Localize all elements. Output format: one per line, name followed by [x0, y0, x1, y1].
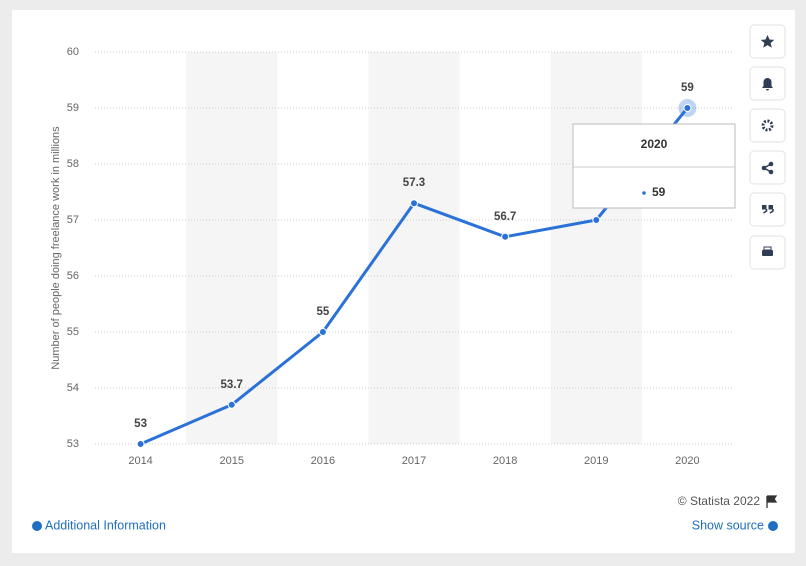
data-label: 59 [681, 82, 694, 94]
source-icon[interactable] [768, 521, 778, 531]
plot: 53 54 55 56 57 58 59 60 2014 2015 2016 2017 2018 2019… [67, 46, 733, 467]
tooltip-value: 59 [652, 185, 666, 199]
x-tick-label: 2015 [219, 455, 243, 467]
data-label: 55 [316, 306, 329, 318]
tooltip-dot [642, 191, 646, 195]
data-point [318, 328, 327, 336]
favorite-button[interactable] [749, 24, 786, 59]
additional-info-link[interactable]: Additional Information [45, 518, 166, 532]
data-point [501, 232, 510, 241]
data-point [136, 440, 145, 448]
y-tick-label: 54 [67, 382, 79, 394]
x-tick-label: 2017 [402, 455, 426, 467]
y-tick-label: 60 [67, 46, 79, 58]
data-label: 53 [134, 418, 147, 430]
data-label: 57.3 [403, 177, 425, 189]
x-tick-label: 2020 [675, 455, 699, 467]
y-axis-title: Number of people doing freelance work in… [50, 126, 62, 370]
tooltip-box [572, 123, 736, 209]
y-tick-label: 56 [67, 270, 79, 282]
credit: © Statista 2022 [678, 494, 761, 508]
show-source-link[interactable]: Show source [692, 518, 764, 532]
settings-button[interactable] [749, 108, 786, 143]
share-button[interactable] [749, 150, 786, 185]
tooltip: 2020 59 [572, 123, 736, 209]
x-tick-label: 2019 [584, 455, 608, 467]
band-shade [550, 52, 642, 444]
data-point [683, 104, 692, 112]
cite-button[interactable] [749, 192, 786, 227]
x-tick-label: 2018 [493, 455, 517, 467]
data-point [410, 199, 418, 208]
x-tick-label: 2014 [128, 455, 152, 467]
x-tick-label: 2016 [311, 455, 335, 467]
toolbar [749, 24, 786, 270]
y-tick-label: 59 [67, 102, 79, 114]
data-label: 56.7 [494, 211, 516, 223]
y-tick-label: 57 [67, 214, 79, 226]
data-point [592, 216, 601, 224]
notify-button[interactable] [749, 66, 786, 101]
y-tick-label: 55 [67, 326, 79, 338]
data-label: 53.7 [221, 379, 243, 391]
print-button[interactable] [749, 235, 786, 270]
y-tick-label: 58 [67, 158, 79, 170]
info-icon[interactable] [32, 521, 42, 531]
y-tick-label: 53 [67, 438, 79, 450]
data-point [227, 400, 236, 409]
flag-icon [766, 495, 778, 508]
tooltip-title: 2020 [641, 137, 668, 151]
